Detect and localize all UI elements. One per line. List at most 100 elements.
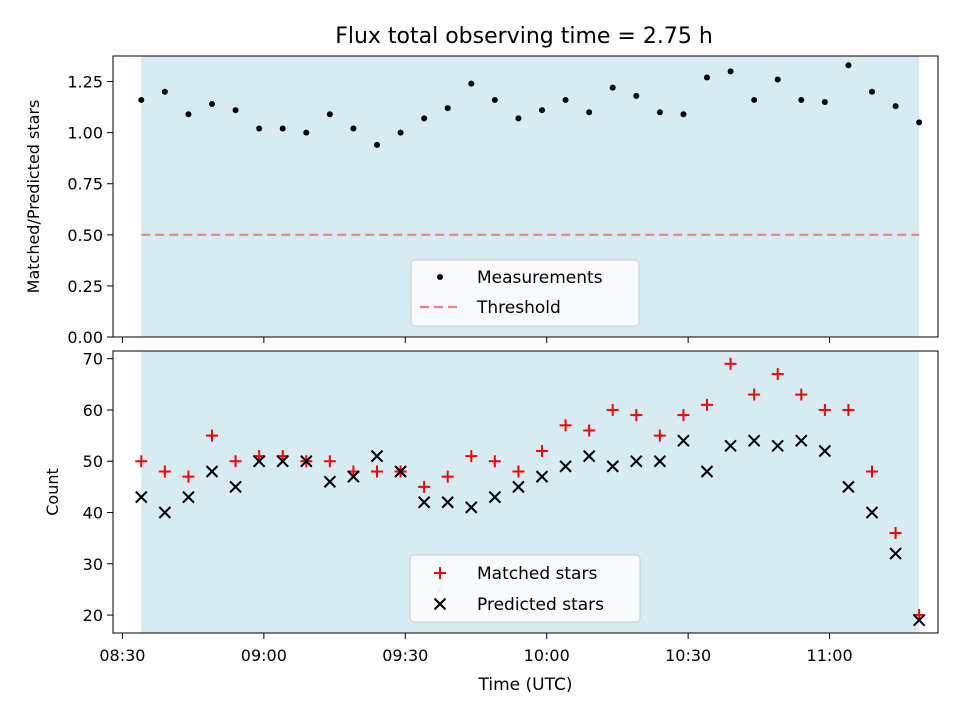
predicted-point — [135, 490, 148, 504]
legend-matched-marker — [434, 567, 446, 579]
legend-box — [410, 259, 640, 327]
predicted-point — [653, 455, 667, 468]
predicted-point — [323, 475, 337, 488]
cross-b — [606, 460, 619, 473]
measurement-point — [256, 125, 263, 132]
predicted-point — [559, 460, 572, 473]
cross-b — [747, 434, 761, 447]
y-tick-label: 20 — [83, 606, 103, 625]
matched-point — [323, 455, 336, 468]
cross-b — [229, 480, 242, 494]
measurement-point — [892, 103, 899, 110]
predicted-point — [842, 480, 855, 494]
measurement-point — [421, 115, 428, 122]
measurement-point — [209, 101, 215, 108]
cross-b — [677, 434, 690, 447]
cross-b — [842, 480, 855, 494]
cross-b — [512, 480, 525, 494]
x-tick-label: 11:00 — [807, 646, 853, 665]
matched-point — [866, 465, 878, 478]
predicted-point — [441, 496, 454, 509]
matched-point — [536, 444, 548, 457]
legend-label: Predicted stars — [477, 595, 604, 615]
matched-point — [135, 455, 148, 468]
predicted-point — [394, 465, 407, 478]
measurement-point — [303, 129, 310, 136]
x-tick-label: 09:30 — [382, 646, 428, 665]
measurement-point — [515, 115, 522, 122]
ratio-panel: 0.00 0.25 0.50 0.75 1.00 1.25 Matched/Predicte… — [24, 55, 939, 347]
measurement-point — [161, 88, 168, 95]
cross-b — [433, 597, 447, 611]
cross-b — [441, 496, 454, 509]
cross-b — [630, 455, 643, 468]
matched-point — [818, 403, 831, 416]
legend-label: Measurements — [477, 268, 603, 288]
matched-point — [182, 470, 195, 483]
measurement-point — [845, 62, 852, 69]
y-tick-label: 60 — [83, 401, 103, 420]
measurement-point — [704, 74, 710, 81]
chart-title: Flux total observing time = 2.75 h — [335, 24, 713, 49]
cross-b — [653, 455, 667, 468]
cross-b — [912, 613, 926, 627]
y-tick-label: 70 — [83, 350, 103, 369]
predicted-point — [276, 455, 289, 468]
measurement-point — [586, 109, 593, 116]
matched-point — [418, 480, 431, 493]
matched-point — [229, 455, 242, 468]
predicted-point — [488, 490, 502, 504]
predicted-point — [582, 449, 596, 463]
cross-b — [559, 460, 572, 473]
measurement-point — [680, 111, 687, 118]
measurement-point — [185, 111, 192, 118]
measurement-point — [869, 88, 875, 95]
predicted-point — [677, 434, 690, 447]
cross-b — [889, 547, 902, 560]
matched-point — [724, 357, 737, 370]
matched-point — [771, 368, 784, 381]
cross-b — [347, 470, 360, 483]
bottom-axes-frame — [112, 350, 939, 634]
measurement-point — [397, 129, 404, 136]
measurement-point — [774, 76, 781, 83]
predicted-point — [724, 439, 737, 453]
measurement-point — [279, 125, 286, 132]
cross-b — [818, 444, 832, 458]
measurement-point — [656, 109, 663, 116]
measurement-point — [374, 141, 380, 148]
legend-box — [409, 554, 641, 623]
matched-point — [583, 424, 596, 437]
measurement-point — [727, 68, 734, 75]
matched-point — [488, 455, 501, 468]
y-tick-label: 50 — [83, 452, 103, 471]
measurement-point — [609, 84, 616, 91]
matched-point — [206, 429, 218, 442]
measurement-point — [350, 125, 357, 132]
cross-b — [700, 465, 714, 478]
y-axis-label: Count — [43, 468, 62, 516]
cross-b — [370, 449, 384, 463]
matched-point — [158, 465, 171, 478]
matched-point — [795, 388, 808, 401]
top-legend: Measurements Threshold — [410, 259, 640, 327]
predicted-point — [417, 496, 431, 509]
matched-point — [701, 398, 713, 411]
predicted-point — [229, 480, 242, 494]
measurement-point — [491, 96, 498, 103]
predicted-point — [630, 455, 643, 468]
predicted-point — [182, 490, 195, 504]
cross-b — [724, 439, 737, 453]
matched-point — [748, 388, 761, 401]
cross-b — [535, 470, 549, 483]
bottom-legend: Matched stars Predicted stars — [409, 554, 641, 623]
x-tick-label: 08:30 — [99, 646, 145, 665]
measurement-point — [633, 92, 640, 99]
cross-b — [488, 490, 502, 504]
measurement-point — [539, 107, 545, 114]
cross-b — [394, 465, 407, 478]
x-tick-label: 10:30 — [665, 646, 711, 665]
predicted-point — [912, 613, 926, 627]
y-tick-label: 30 — [83, 555, 103, 574]
cross-b — [300, 455, 313, 468]
